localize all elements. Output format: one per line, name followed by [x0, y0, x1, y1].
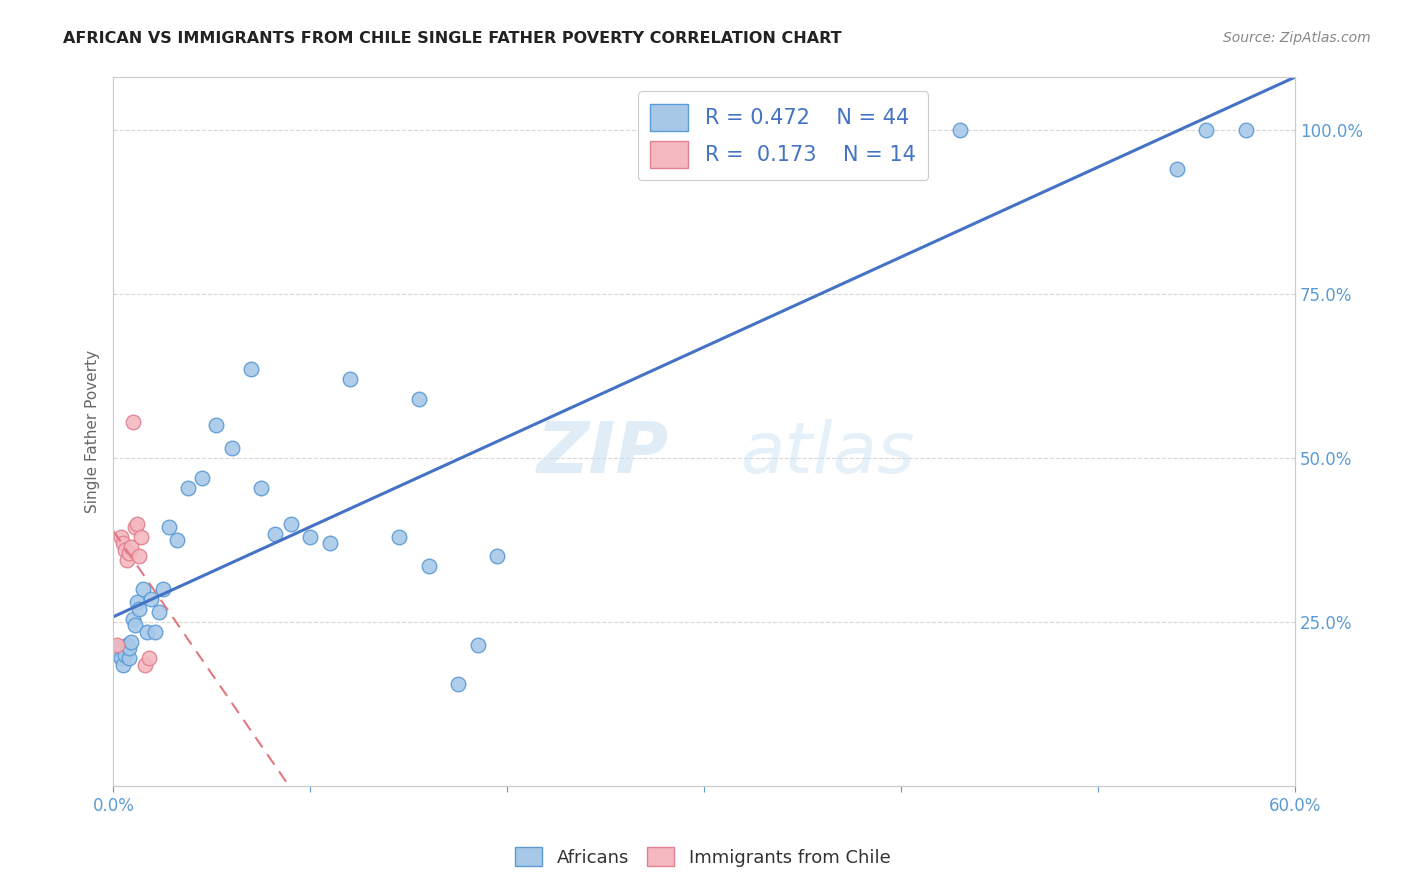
Point — [128, 549, 150, 564]
Point — [191, 471, 214, 485]
Point — [118, 546, 141, 560]
Point — [117, 638, 139, 652]
Point — [264, 526, 287, 541]
Point — [177, 481, 200, 495]
Point — [240, 362, 263, 376]
Point — [949, 123, 972, 137]
Point — [157, 520, 180, 534]
Point — [112, 641, 135, 656]
Point — [250, 481, 273, 495]
Point — [221, 441, 243, 455]
Point — [388, 530, 411, 544]
Legend: Africans, Immigrants from Chile: Africans, Immigrants from Chile — [508, 840, 898, 874]
Text: atlas: atlas — [740, 418, 914, 488]
Point — [132, 582, 155, 597]
Point — [114, 648, 136, 662]
Point — [148, 605, 170, 619]
Point — [205, 418, 228, 433]
Point — [108, 648, 131, 662]
Point — [112, 536, 135, 550]
Point — [339, 372, 361, 386]
Point — [110, 530, 132, 544]
Point — [1234, 123, 1257, 137]
Point — [120, 540, 142, 554]
Point — [110, 651, 132, 665]
Point — [143, 624, 166, 639]
Text: AFRICAN VS IMMIGRANTS FROM CHILE SINGLE FATHER POVERTY CORRELATION CHART: AFRICAN VS IMMIGRANTS FROM CHILE SINGLE … — [63, 31, 842, 46]
Point — [107, 638, 129, 652]
Point — [1166, 162, 1188, 177]
Point — [118, 641, 141, 656]
Point — [447, 677, 470, 691]
Point — [166, 533, 188, 547]
Point — [124, 520, 146, 534]
Point — [124, 618, 146, 632]
Point — [129, 530, 152, 544]
Point — [117, 553, 139, 567]
Text: ZIP: ZIP — [537, 418, 669, 488]
Y-axis label: Single Father Poverty: Single Father Poverty — [86, 351, 100, 514]
Point — [127, 516, 149, 531]
Point — [112, 657, 135, 672]
Point — [120, 634, 142, 648]
Point — [152, 582, 174, 597]
Point — [408, 392, 430, 406]
Point — [122, 415, 145, 429]
Point — [486, 549, 509, 564]
Text: Source: ZipAtlas.com: Source: ZipAtlas.com — [1223, 31, 1371, 45]
Point — [139, 592, 162, 607]
Point — [136, 624, 159, 639]
Point — [138, 651, 160, 665]
Point — [319, 536, 342, 550]
Point — [1195, 123, 1218, 137]
Point — [118, 651, 141, 665]
Legend: R = 0.472    N = 44, R =  0.173    N = 14: R = 0.472 N = 44, R = 0.173 N = 14 — [638, 91, 928, 180]
Point — [114, 542, 136, 557]
Point — [467, 638, 489, 652]
Point — [280, 516, 302, 531]
Point — [122, 612, 145, 626]
Point — [831, 123, 853, 137]
Point — [299, 530, 322, 544]
Point — [128, 602, 150, 616]
Point — [418, 559, 440, 574]
Point — [107, 641, 129, 656]
Point — [127, 595, 149, 609]
Point — [134, 657, 156, 672]
